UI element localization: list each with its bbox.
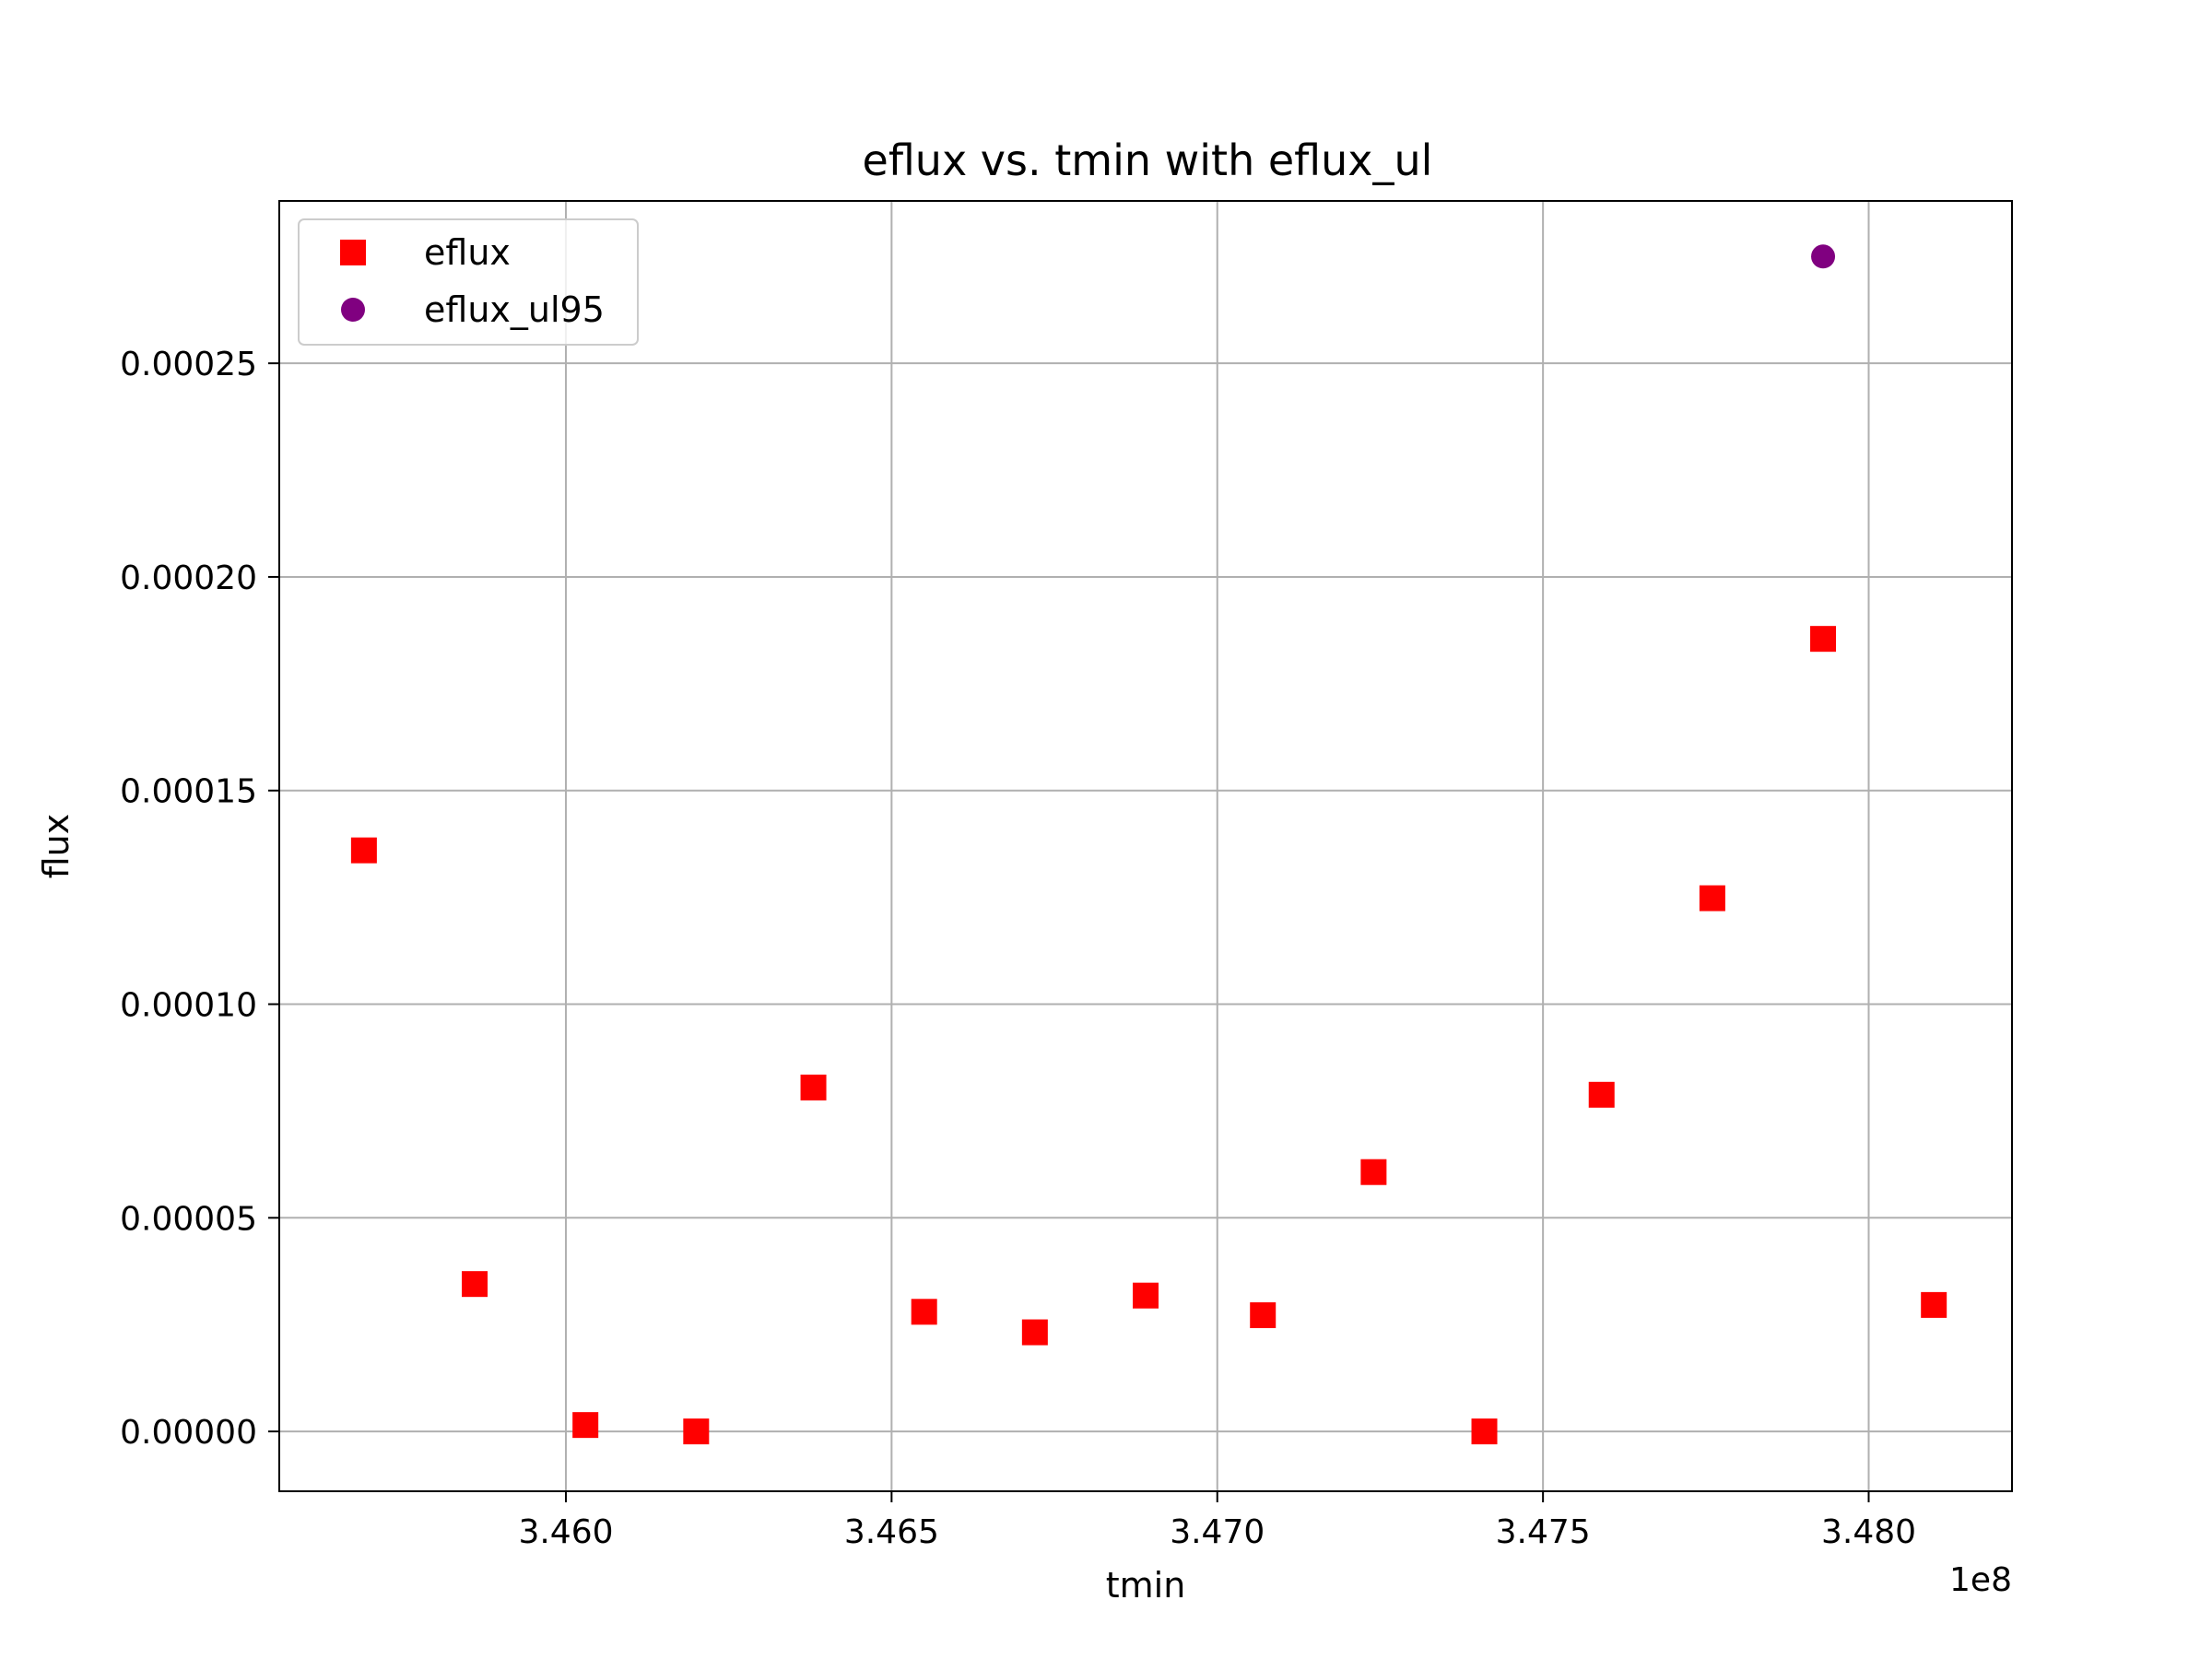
x-axis-ticks: 3.460 3.465 3.470 3.475 3.480 (518, 1491, 1916, 1551)
y-axis-ticks: 0.00000 0.00005 0.00010 0.00015 0.00020 0.000… (120, 346, 279, 1452)
data-point-eflux (1133, 1282, 1159, 1309)
y-axis-label: flux (36, 814, 76, 879)
data-point-eflux (1360, 1159, 1387, 1185)
y-tick-label: 0.00010 (120, 987, 257, 1025)
plot-frame (278, 200, 2013, 1492)
data-point-eflux (1471, 1418, 1498, 1445)
x-tick-label: 3.480 (1821, 1513, 1916, 1551)
data-point-eflux (800, 1074, 827, 1100)
data-point-eflux-ul95 (1811, 244, 1836, 269)
legend-label-eflux: eflux (424, 232, 511, 273)
y-tick-label: 0.00000 (120, 1414, 257, 1452)
legend-marker-eflux (340, 240, 366, 265)
x-tick-label: 3.470 (1170, 1513, 1265, 1551)
legend-label-eflux-ul95: eflux_ul95 (424, 289, 605, 330)
chart-title: eflux vs. tmin with eflux_ul (863, 135, 1433, 185)
grid-lines (279, 201, 2012, 1491)
data-point-eflux (1921, 1291, 1947, 1318)
data-point-eflux (350, 837, 377, 864)
legend-box (298, 218, 639, 346)
legend: eflux eflux_ul95 (298, 218, 639, 346)
x-tick-label: 3.475 (1496, 1513, 1591, 1551)
y-tick-label: 0.00005 (120, 1200, 257, 1238)
x-tick-label: 3.460 (518, 1513, 613, 1551)
data-point-eflux (683, 1418, 710, 1445)
data-points (350, 244, 1947, 1445)
x-tick-label: 3.465 (844, 1513, 939, 1551)
x-axis-offset-label: 1e8 (1949, 1561, 2012, 1599)
data-point-eflux (1021, 1319, 1048, 1346)
y-tick-label: 0.00025 (120, 346, 257, 383)
legend-marker-eflux-ul95 (341, 298, 365, 322)
x-axis-label: tmin (1106, 1565, 1186, 1606)
y-tick-label: 0.00015 (120, 773, 257, 811)
data-point-eflux (462, 1271, 488, 1298)
data-point-eflux (911, 1299, 937, 1325)
data-point-eflux (1810, 626, 1837, 653)
data-point-eflux (1699, 885, 1725, 912)
y-tick-label: 0.00020 (120, 559, 257, 597)
data-point-eflux (1250, 1302, 1277, 1329)
data-point-eflux (1588, 1081, 1615, 1108)
data-point-eflux (572, 1412, 599, 1439)
